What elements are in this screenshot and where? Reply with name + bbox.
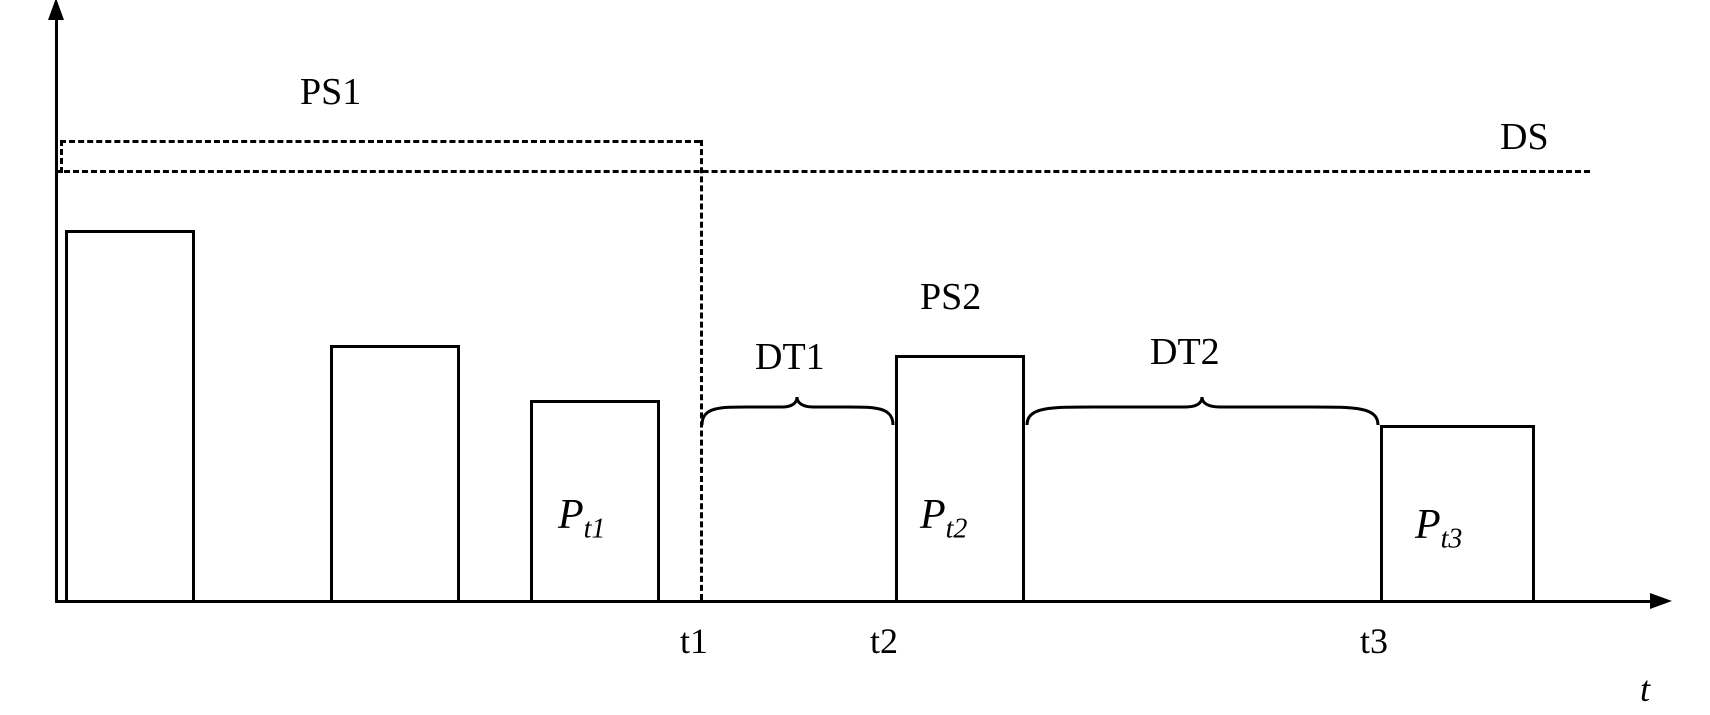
label-t1: t1 <box>680 620 708 662</box>
brace-dt1 <box>700 395 895 430</box>
label-t3: t3 <box>1360 620 1388 662</box>
bar-pt3: Pt3 <box>1380 425 1535 600</box>
label-ps2: PS2 <box>920 275 981 319</box>
label-ds: DS <box>1500 115 1549 159</box>
label-dt2: DT2 <box>1150 330 1220 374</box>
bar-pt2: Pt2 <box>895 355 1025 600</box>
x-axis-arrow <box>1650 593 1672 609</box>
label-ps1: PS1 <box>300 70 361 114</box>
y-axis <box>55 10 58 600</box>
ds-line <box>55 170 1590 173</box>
ps1-right-line <box>700 140 703 600</box>
bar-1 <box>65 230 195 600</box>
bar-pt3-label: Pt3 <box>1415 501 1462 555</box>
ps1-top-line <box>60 140 700 143</box>
y-axis-arrow <box>48 0 64 20</box>
label-t-axis: t <box>1640 668 1650 710</box>
bar-2 <box>330 345 460 600</box>
bar-pt2-label: Pt2 <box>920 491 967 545</box>
bar-pt1-label: Pt1 <box>558 491 605 545</box>
ps1-left-line <box>60 140 63 173</box>
timing-diagram: Pt1 Pt2 Pt3 PS1 DS PS2 DT1 DT2 t1 t2 t3 … <box>0 0 1710 715</box>
brace-dt2 <box>1025 395 1380 430</box>
label-t2: t2 <box>870 620 898 662</box>
x-axis <box>55 600 1655 603</box>
label-dt1: DT1 <box>755 335 825 379</box>
bar-pt1: Pt1 <box>530 400 660 600</box>
